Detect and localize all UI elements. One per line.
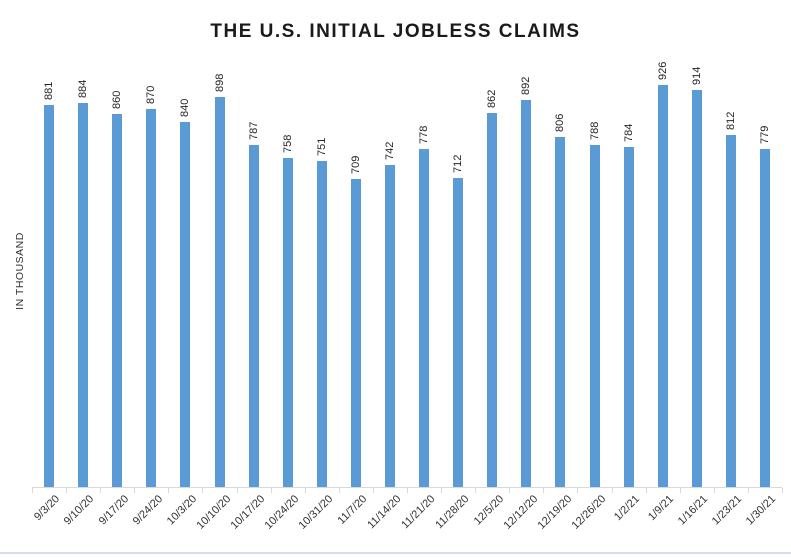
- axis-tick: [32, 488, 33, 493]
- x-axis-line: [32, 487, 782, 488]
- x-axis-tick-label: 1/16/21: [675, 493, 711, 528]
- bar: [691, 90, 702, 487]
- bar: [521, 99, 532, 487]
- bar-value-label: 860: [111, 90, 124, 109]
- bar: [419, 149, 430, 487]
- axis-tick: [66, 488, 68, 493]
- bar: [78, 103, 89, 487]
- bar: [316, 161, 327, 487]
- axis-tick: [100, 488, 102, 493]
- bar: [112, 113, 123, 487]
- axis-tick: [134, 488, 136, 493]
- axis-tick: [713, 488, 715, 493]
- x-axis-tick-label: 10/31/20: [296, 493, 336, 532]
- bottom-divider: [0, 552, 791, 554]
- bar: [180, 122, 191, 487]
- bar-value-label: 712: [452, 154, 465, 173]
- axis-tick: [475, 488, 477, 493]
- x-axis-tick-label: 12/19/20: [535, 493, 574, 532]
- bar-value-label: 862: [486, 89, 499, 108]
- axis-tick: [304, 488, 306, 493]
- x-axis-tick-label: 9/17/20: [96, 493, 131, 528]
- bar: [384, 164, 395, 487]
- bar: [589, 145, 600, 487]
- bar: [725, 134, 736, 487]
- bar-value-label: 751: [315, 137, 328, 157]
- bar: [282, 158, 293, 487]
- axis-tick: [202, 488, 204, 493]
- bar-value-label: 812: [724, 111, 737, 130]
- bar-value-label: 788: [588, 121, 601, 140]
- bar: [759, 148, 770, 487]
- x-axis-tick-label: 1/2/21: [611, 493, 643, 524]
- bar-value-label: 758: [281, 134, 294, 154]
- bar-value-label: 870: [145, 86, 158, 105]
- axis-tick: [543, 488, 545, 493]
- axis-tick: [782, 488, 783, 493]
- bar: [248, 145, 259, 487]
- x-axis-tick-label: 9/3/20: [32, 493, 63, 524]
- axis-tick: [679, 488, 681, 493]
- x-axis-tick-label: 11/21/20: [399, 493, 438, 532]
- axis-tick: [407, 488, 408, 493]
- bar: [453, 177, 464, 487]
- axis-tick: [236, 488, 238, 493]
- bar-value-label: 784: [622, 123, 635, 142]
- axis-tick: [747, 488, 749, 493]
- axis-tick: [645, 488, 647, 493]
- x-axis-tick-label: 11/14/20: [365, 493, 404, 532]
- axis-tick: [338, 488, 340, 493]
- bar: [214, 97, 225, 487]
- bar-value-label: 914: [690, 66, 703, 86]
- bar-value-label: 892: [520, 76, 533, 95]
- x-axis-tick-label: 12/12/20: [501, 493, 540, 532]
- bar-value-label: 709: [349, 155, 362, 175]
- chart-title: THE U.S. INITIAL JOBLESS CLAIMS: [210, 21, 581, 42]
- axis-tick: [509, 488, 511, 493]
- axis-tick: [168, 488, 170, 493]
- x-axis-tick-label: 10/17/20: [228, 493, 268, 532]
- bar-value-label: 884: [77, 79, 90, 99]
- x-axis-tick-label: 12/26/20: [569, 493, 608, 532]
- x-axis-tick-label: 1/9/21: [646, 493, 677, 524]
- bar-value-label: 881: [43, 81, 56, 100]
- bar: [623, 146, 634, 487]
- bar-value-label: 778: [418, 125, 431, 145]
- bar-value-label: 779: [758, 125, 771, 144]
- x-axis-tick-label: 11/28/20: [433, 493, 472, 532]
- axis-tick: [270, 488, 272, 493]
- axis-tick: [577, 488, 579, 493]
- x-axis-tick-label: 10/10/20: [194, 493, 233, 532]
- bar-value-label: 806: [554, 113, 567, 133]
- bar-value-label: 840: [179, 99, 192, 118]
- x-axis-tick-label: 12/5/20: [471, 493, 506, 528]
- x-axis-tick-label: 9/10/20: [62, 493, 97, 528]
- bar: [44, 104, 55, 487]
- bar: [350, 179, 361, 487]
- bar-value-label: 742: [383, 141, 396, 160]
- axis-tick: [372, 488, 374, 493]
- bar-value-label: 787: [247, 122, 260, 141]
- x-axis-tick-label: 9/24/20: [130, 493, 165, 528]
- bar-value-label: 898: [213, 73, 226, 93]
- bar: [657, 85, 668, 487]
- x-axis-tick-label: 1/23/21: [709, 493, 745, 528]
- bar: [555, 137, 566, 487]
- x-axis-tick-label: 10/24/20: [262, 493, 302, 532]
- bar: [146, 109, 157, 487]
- x-axis-tick-label: 1/30/21: [744, 493, 779, 528]
- axis-tick: [611, 488, 613, 493]
- bar-value-label: 926: [656, 61, 669, 81]
- axis-tick: [441, 488, 443, 493]
- bar: [487, 112, 498, 487]
